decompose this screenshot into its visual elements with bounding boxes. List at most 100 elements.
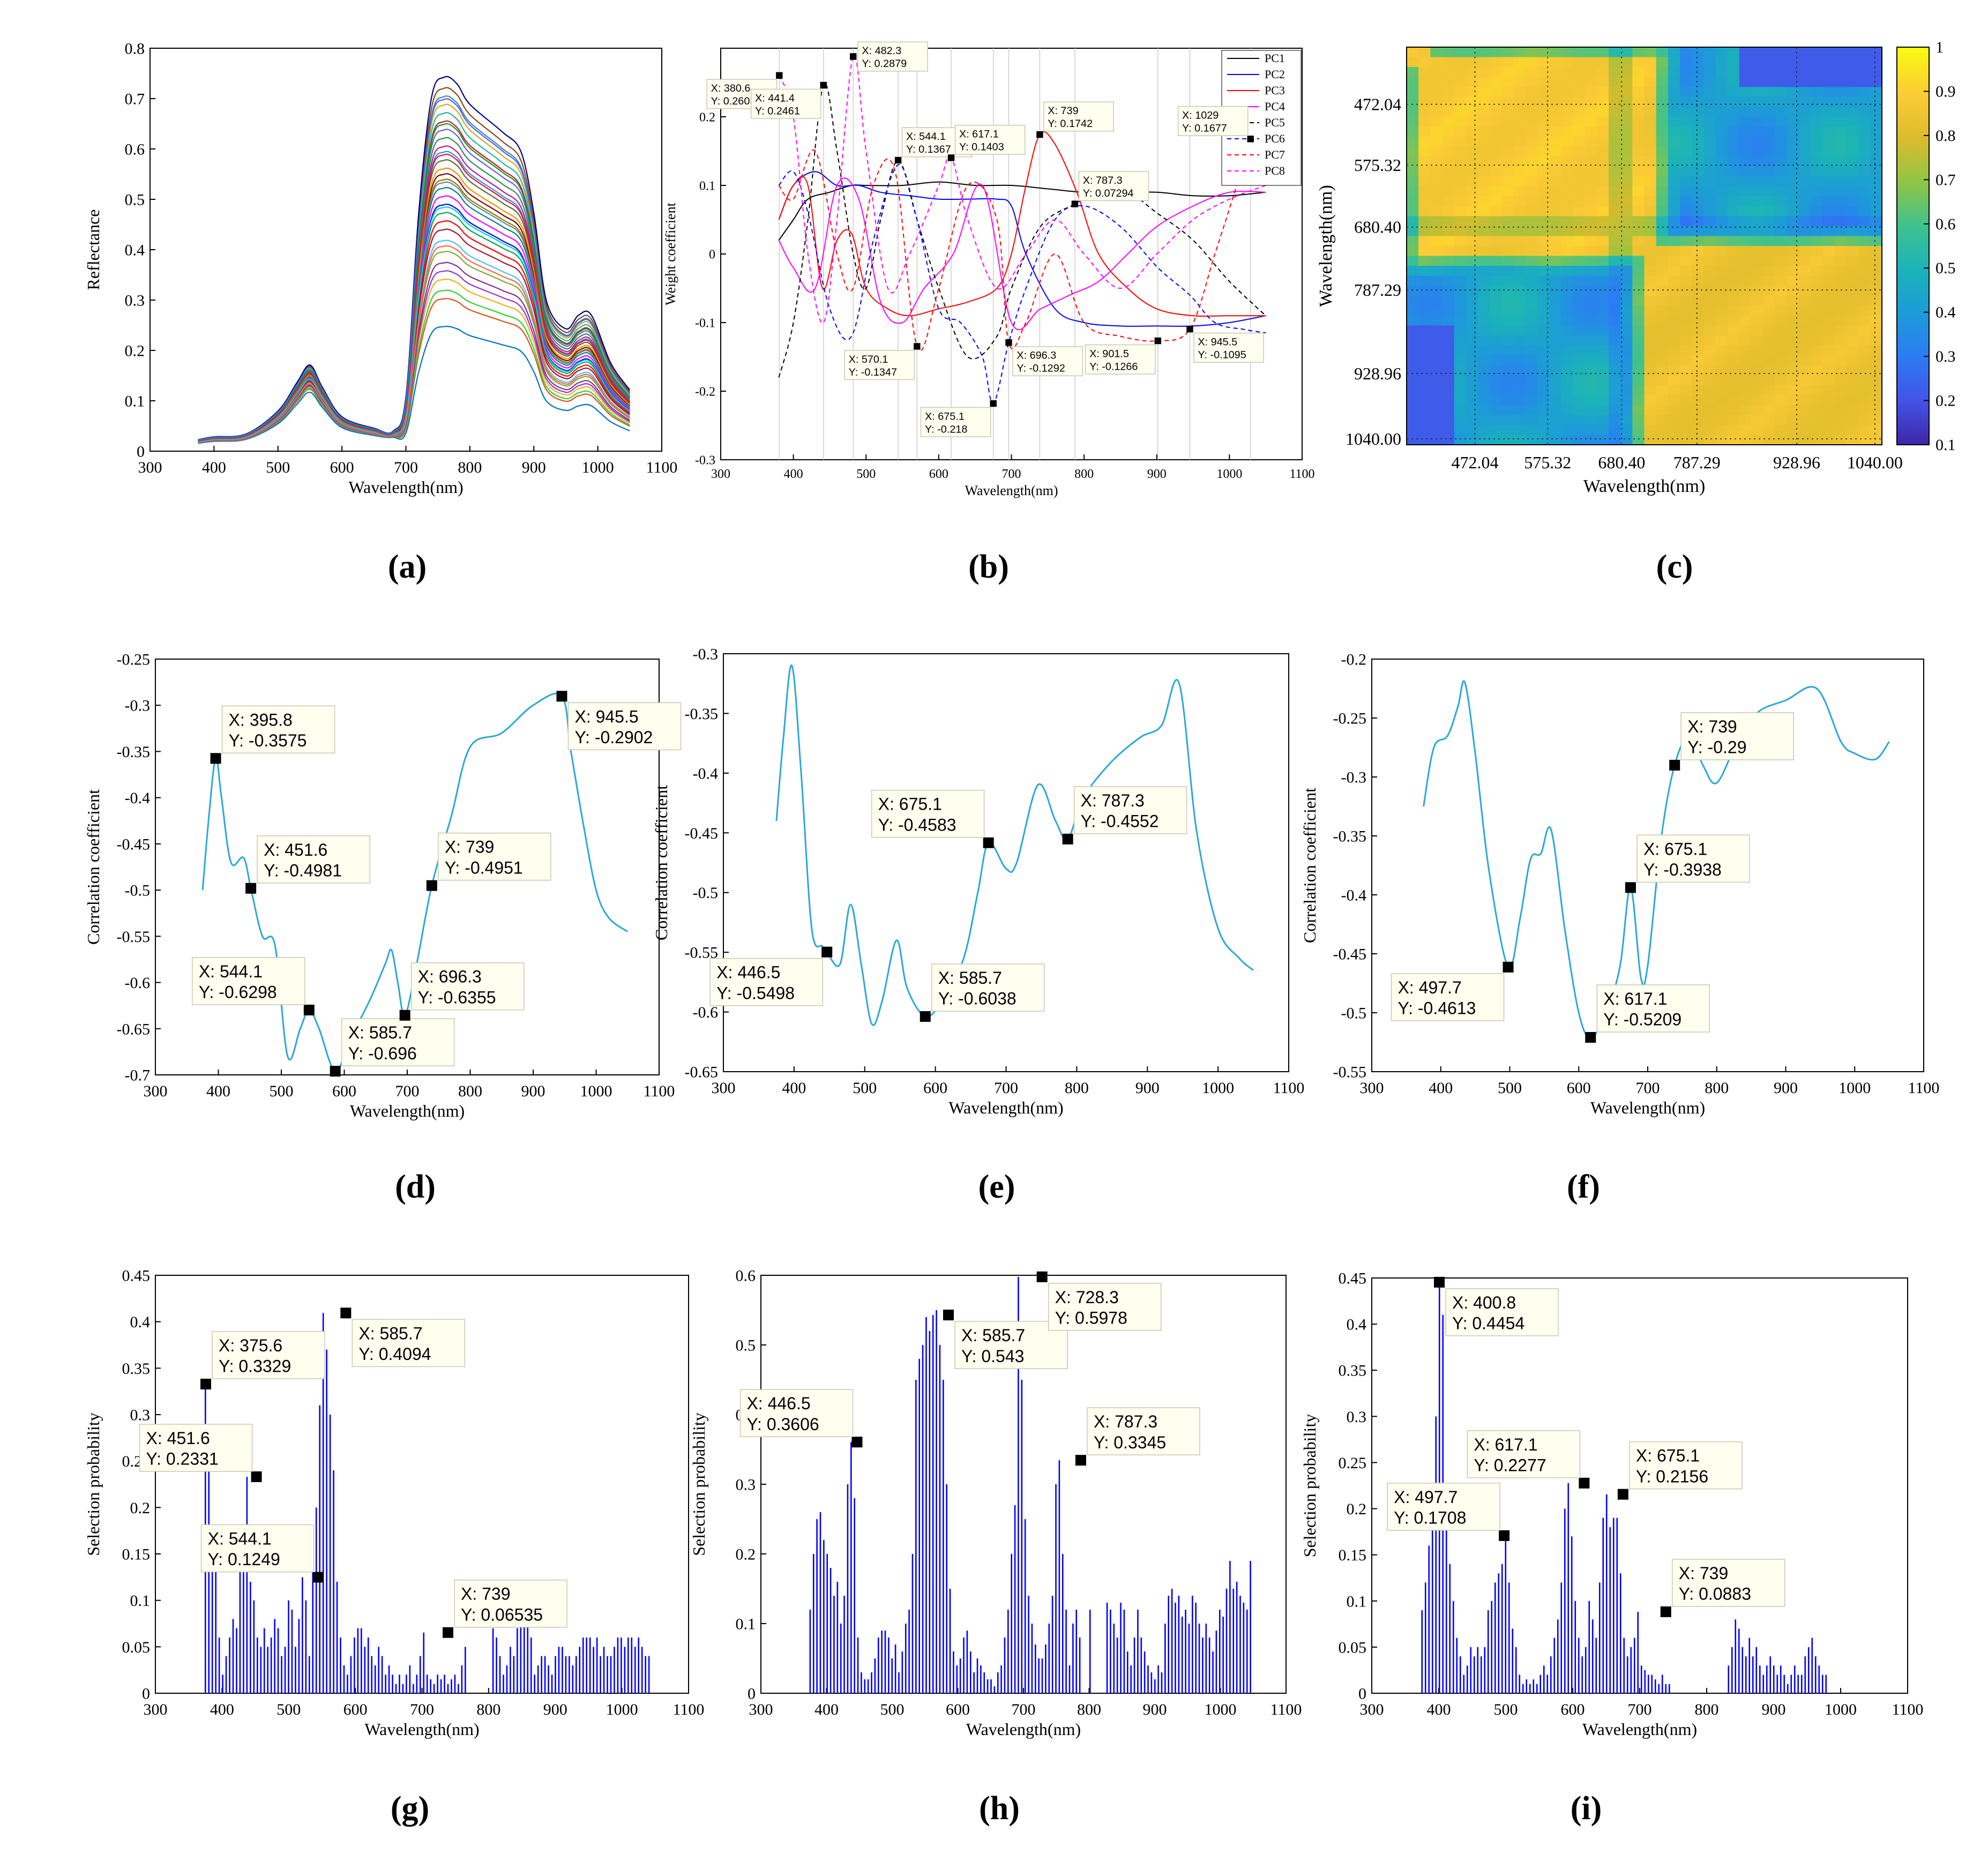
heatmap-cell	[1596, 176, 1609, 187]
heatmap-cell	[1585, 415, 1597, 425]
heatmap-cell	[1501, 166, 1514, 177]
datatip-y-label: Y: 0.3606	[746, 1415, 819, 1434]
datatip-y-label: Y: -0.6038	[938, 989, 1017, 1008]
heatmap-cell	[1644, 166, 1657, 177]
heatmap-cell	[1692, 315, 1705, 326]
heatmap-cell	[1632, 275, 1645, 286]
heatmap-cell	[1407, 266, 1419, 276]
heatmap-cell	[1418, 305, 1431, 316]
heatmap-cell	[1537, 424, 1550, 436]
heatmap-cell	[1787, 375, 1799, 386]
y-tick-label: -0.65	[117, 1020, 151, 1038]
heatmap-cell	[1858, 146, 1871, 157]
heatmap-cell	[1763, 385, 1776, 396]
datatip-x-label: X: 739	[1679, 1564, 1729, 1583]
heatmap-cell	[1727, 325, 1740, 336]
heatmap-cell	[1442, 275, 1455, 286]
datatip-x-label: X: 585.7	[348, 1023, 412, 1042]
heatmap-cell	[1596, 236, 1609, 246]
heatmap-cell	[1608, 136, 1621, 147]
heatmap-cell	[1525, 116, 1538, 128]
datatip-y-label: Y: 0.07294	[1083, 188, 1134, 199]
heatmap-cell	[1703, 47, 1716, 58]
datatip-marker	[1186, 325, 1193, 333]
heatmap-cell	[1442, 107, 1455, 117]
heatmap-cell	[1608, 385, 1621, 396]
heatmap-cell	[1466, 415, 1478, 425]
heatmap-cell	[1573, 405, 1586, 416]
heatmap-cell	[1834, 116, 1847, 128]
y-axis-label: Correlation coefficient	[652, 785, 671, 940]
heatmap-cell	[1668, 424, 1680, 436]
heatmap-cell	[1822, 355, 1835, 366]
heatmap-cell	[1644, 286, 1657, 296]
heatmap-cell	[1442, 77, 1455, 87]
datatip-x-label: X: 446.5	[746, 1394, 810, 1413]
heatmap-cell	[1632, 385, 1645, 396]
heatmap-cell	[1490, 345, 1503, 356]
heatmap-cell	[1858, 96, 1871, 108]
heatmap-cell	[1442, 415, 1455, 425]
heatmap-cell	[1407, 295, 1419, 306]
heatmap-cell	[1680, 335, 1692, 346]
heatmap-cell	[1632, 305, 1645, 316]
heatmap-cell	[1490, 236, 1503, 246]
heatmap-cell	[1727, 275, 1740, 286]
heatmap-cell	[1632, 365, 1645, 376]
heatmap-cell	[1751, 107, 1764, 117]
heatmap-cell	[1442, 355, 1455, 366]
x-tick-label: 1100	[1892, 1701, 1924, 1718]
x-tick-label: 500	[880, 1701, 905, 1718]
heatmap-cell	[1834, 196, 1847, 207]
heatmap-cell	[1561, 286, 1574, 296]
heatmap-cell	[1715, 107, 1728, 117]
heatmap-cell	[1454, 365, 1467, 376]
heatmap-cell	[1537, 77, 1550, 87]
heatmap-cell	[1822, 116, 1835, 128]
heatmap-cell	[1525, 226, 1538, 237]
heatmap-cell	[1870, 335, 1882, 346]
heatmap-cell	[1810, 176, 1823, 187]
heatmap-cell	[1668, 345, 1680, 356]
heatmap-cell	[1846, 405, 1859, 416]
heatmap-cell	[1585, 107, 1597, 117]
heatmap-cell	[1846, 246, 1859, 257]
heatmap-cell	[1501, 315, 1514, 326]
heatmap-cell	[1478, 196, 1491, 207]
heatmap-cell	[1810, 146, 1823, 157]
heatmap-cell	[1668, 57, 1680, 68]
heatmap-cell	[1585, 57, 1597, 68]
datatip-marker	[1617, 1489, 1628, 1500]
colorbar-tick-label: 0.4	[1935, 304, 1956, 322]
heatmap-cell	[1692, 236, 1705, 246]
x-tick-label: 500	[1498, 1079, 1522, 1097]
heatmap-cell	[1537, 375, 1550, 386]
weight-series-pc4	[778, 177, 1266, 331]
datatip-x-label: X: 901.5	[1089, 348, 1129, 360]
heatmap-cell	[1870, 47, 1882, 58]
datatip-y-label: Y: 0.1403	[959, 141, 1004, 153]
heatmap-cell	[1656, 355, 1669, 366]
heatmap-cell	[1442, 216, 1455, 227]
heatmap-cell	[1739, 216, 1752, 227]
heatmap-cell	[1573, 286, 1586, 296]
heatmap-cell	[1632, 315, 1645, 326]
heatmap-cell	[1822, 365, 1835, 376]
heatmap-cell	[1466, 315, 1478, 326]
heatmap-cell	[1573, 266, 1586, 276]
datatip-y-label: Y: -0.696	[348, 1044, 417, 1063]
heatmap-cell	[1787, 365, 1799, 376]
heatmap-cell	[1525, 415, 1538, 425]
legend-label: PC5	[1265, 116, 1285, 129]
datatip-box	[857, 41, 928, 72]
datatip-box	[454, 1579, 567, 1628]
heatmap-cell	[1810, 196, 1823, 207]
heatmap-cell	[1478, 415, 1491, 425]
heatmap-cell	[1632, 335, 1645, 346]
heatmap-cell	[1810, 47, 1823, 58]
legend-label: PC8	[1265, 164, 1285, 177]
heatmap-cell	[1870, 116, 1882, 128]
heatmap-cell	[1573, 275, 1586, 286]
heatmap-cell	[1442, 375, 1455, 386]
heatmap-cell	[1798, 67, 1811, 78]
